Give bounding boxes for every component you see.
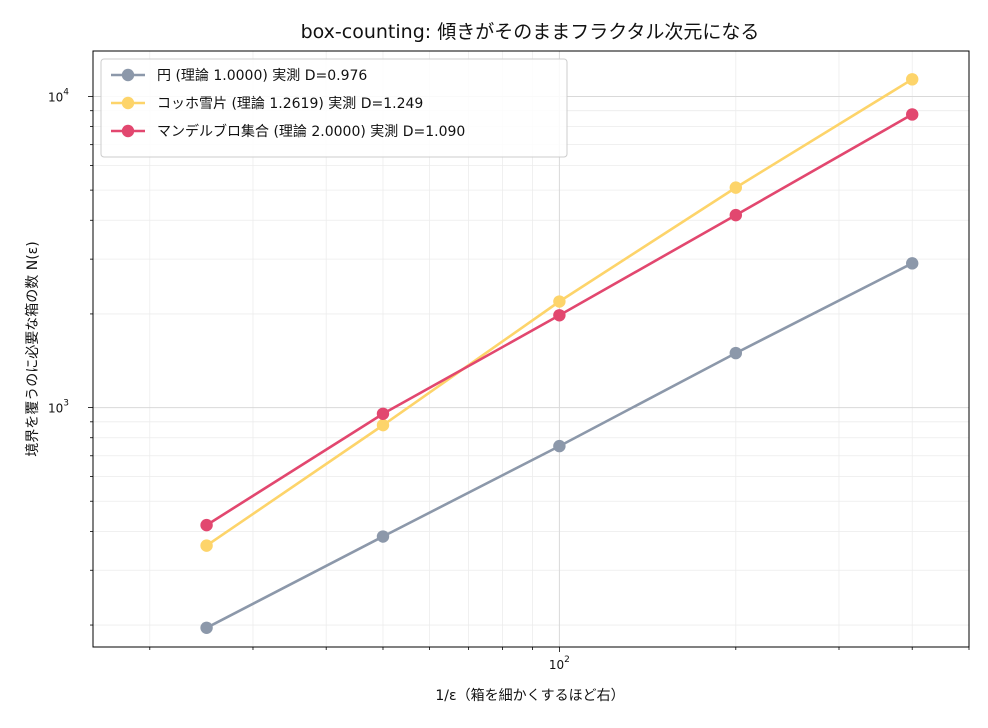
plot-frame bbox=[92, 50, 970, 648]
series-3-point bbox=[906, 108, 919, 121]
legend-label: マンデルブロ集合 (理論 2.0000) 実測 D=1.090 bbox=[157, 123, 465, 140]
series-1-point bbox=[906, 257, 919, 270]
series-3-point bbox=[376, 407, 390, 421]
legend-box bbox=[100, 58, 568, 158]
series-2-point bbox=[906, 73, 919, 86]
series-3-point bbox=[729, 208, 743, 222]
chart-title: box-counting: 傾きがそのままフラクタル次元になる bbox=[301, 21, 760, 43]
series-1-point bbox=[376, 530, 390, 543]
x-axis-label: 1/ε（箱を細かくするほど右） bbox=[435, 688, 624, 704]
legend: 円 (理論 1.0000) 実測 D=0.976 コッホ雪片 (理論 1.2619… bbox=[100, 58, 568, 158]
series-1-point bbox=[200, 621, 213, 634]
series-2-point bbox=[553, 295, 566, 308]
series-3-point bbox=[553, 309, 566, 322]
legend-swatch-marker bbox=[121, 124, 135, 138]
series-2-point bbox=[729, 181, 743, 194]
legend-label: コッホ雪片 (理論 1.2619) 実測 D=1.249 bbox=[157, 96, 423, 112]
series-1-point bbox=[729, 346, 743, 360]
legend-label: 円 (理論 1.0000) 実測 D=0.976 bbox=[157, 68, 367, 84]
series-2-point bbox=[376, 418, 390, 432]
y-axis-label: 境界を覆うのに必要な箱の数 N(ε) bbox=[25, 241, 41, 456]
legend-swatch-marker bbox=[121, 96, 135, 110]
series-2-point bbox=[200, 539, 213, 552]
legend-swatch-marker bbox=[121, 68, 135, 82]
series-layer bbox=[200, 73, 919, 634]
series-3-point bbox=[200, 518, 213, 532]
series-1-point bbox=[553, 439, 566, 453]
